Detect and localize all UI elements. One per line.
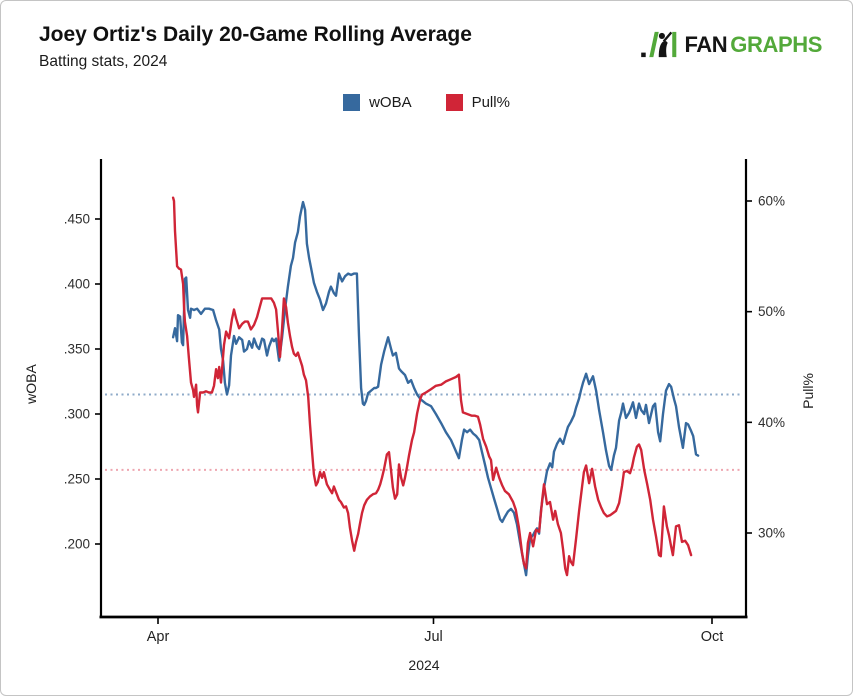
fangraphs-batter-icon: [641, 31, 677, 58]
x-tick-label: Oct: [701, 629, 724, 645]
y-left-tick-label: .200: [64, 537, 90, 552]
pull-legend-label: Pull%: [471, 94, 510, 111]
pull-line: [171, 196, 693, 577]
woba-line: [171, 200, 700, 577]
y-left-tick-label: .400: [64, 277, 90, 292]
y-right-tick-label: 50%: [758, 304, 785, 319]
page-subtitle: Batting stats, 2024: [39, 53, 168, 70]
y-axis-title-pull: Pull%: [800, 373, 816, 409]
pull-legend-swatch: [445, 94, 463, 111]
y-right-tick-label: 60%: [758, 194, 785, 209]
x-tick-label: Apr: [147, 629, 170, 645]
y-right-tick-label: 30%: [758, 526, 785, 541]
logo-text-fan: FAN: [684, 31, 728, 57]
page-title: Joey Ortiz's Daily 20-Game Rolling Avera…: [39, 23, 472, 46]
y-left-tick-label: .450: [64, 212, 90, 227]
woba-legend-label: wOBA: [369, 94, 412, 111]
y-left-tick-label: .250: [64, 472, 90, 487]
legend-item-woba: wOBA: [343, 94, 412, 111]
x-tick-label: Jul: [424, 629, 443, 645]
y-left-tick-label: .300: [64, 407, 90, 422]
legend-item-pull: Pull%: [445, 94, 510, 111]
y-axis-title-woba: wOBA: [23, 364, 39, 404]
woba-legend-swatch: [343, 94, 361, 111]
chart-legend: wOBA Pull%: [1, 94, 852, 111]
logo-text-graphs: GRAPHS: [730, 31, 822, 57]
y-left-tick-label: .350: [64, 342, 90, 357]
x-axis-title-year: 2024: [408, 657, 440, 673]
y-right-tick-label: 40%: [758, 415, 785, 430]
fangraphs-logo[interactable]: FAN GRAPHS: [641, 31, 822, 58]
